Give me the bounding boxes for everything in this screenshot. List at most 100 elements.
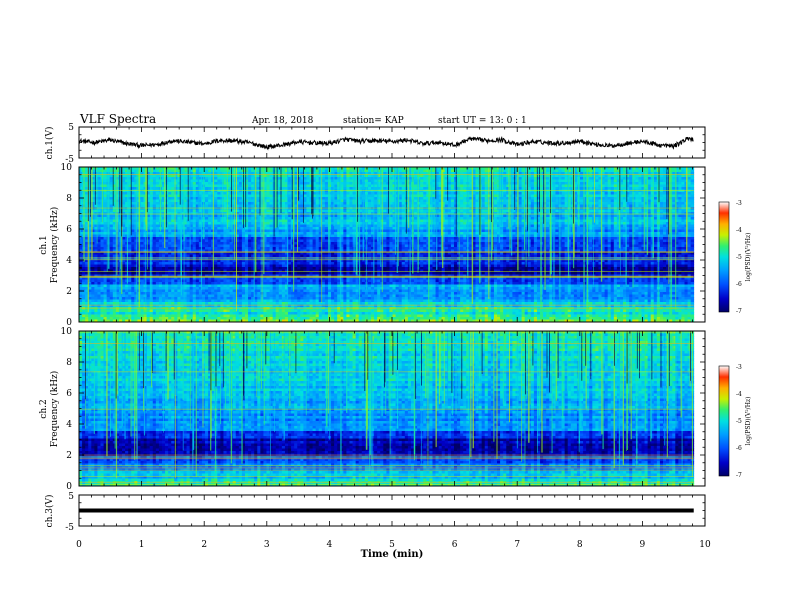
spectrogram-cell: [445, 225, 448, 228]
spectrogram-cell: [648, 220, 651, 223]
spectrogram-cell: [562, 187, 565, 190]
spectrogram-cell: [608, 200, 611, 203]
spectrogram-cell: [313, 217, 316, 220]
spectrogram-cell: [608, 222, 611, 225]
spectrogram-cell: [562, 185, 565, 188]
spectrogram-cell: [476, 187, 479, 190]
spectrogram-cell: [303, 182, 306, 185]
spectrogram-cell: [248, 215, 251, 218]
spectrogram-cell: [614, 195, 617, 198]
spectrogram-cell: [463, 220, 466, 223]
spectrogram-cell: [306, 195, 309, 198]
spectrogram-cell: [678, 195, 681, 198]
spectrogram-cell: [448, 175, 451, 178]
spectrogram-cell: [110, 220, 113, 223]
spectrogram-cell: [454, 187, 457, 190]
spectrogram-cell: [476, 195, 479, 198]
spectrogram-cell: [494, 187, 497, 190]
spectrogram-cell: [171, 225, 174, 228]
spectrogram-cell: [316, 175, 319, 178]
spectrogram-cell: [463, 185, 466, 188]
spectrogram-cell: [681, 177, 684, 180]
spectrogram-cell: [589, 225, 592, 228]
spectrogram-cell: [580, 225, 583, 228]
spectrogram-cell: [104, 227, 107, 230]
spectrogram-cell: [519, 202, 522, 205]
spectrogram-cell: [153, 205, 156, 208]
spectrogram-cell: [214, 175, 217, 178]
spectrogram-cell: [660, 170, 663, 173]
ch1-spectrogram-panel: 0 2 4 6 8 10 ch.1 Frequency (kHz): [39, 163, 705, 328]
spectrogram-cell: [611, 217, 614, 220]
spectrogram-cell: [383, 207, 386, 210]
spectrogram-cell: [374, 187, 377, 190]
spectrogram-cell: [546, 210, 549, 213]
spectrogram-cell: [227, 195, 230, 198]
spectrogram-cell: [223, 200, 226, 203]
spectrogram-cell: [313, 220, 316, 223]
spectrogram-cell: [635, 222, 638, 225]
spectrogram-cell: [595, 187, 598, 190]
spectrogram-cell: [402, 220, 405, 223]
spectrogram-cell: [482, 187, 485, 190]
spectrogram-cell: [266, 222, 269, 225]
spectrogram-cell: [217, 180, 220, 183]
spectrogram-cell: [648, 192, 651, 195]
spectrogram-cell: [485, 192, 488, 195]
spectrogram-cell: [605, 220, 608, 223]
spectrogram-cell: [503, 177, 506, 180]
spectrogram-cell: [383, 197, 386, 200]
spectrogram-cell: [205, 195, 208, 198]
spectrogram-cell: [432, 210, 435, 213]
spectrogram-cell: [153, 195, 156, 198]
spectrogram-cell: [217, 190, 220, 193]
spectrogram-cell: [270, 190, 273, 193]
spectrogram-cell: [663, 177, 666, 180]
spectrogram-cell: [208, 187, 211, 190]
spectrogram-cell: [691, 175, 694, 178]
spectrogram-cell: [432, 222, 435, 225]
spectrogram-cell: [322, 187, 325, 190]
spectrogram-cell: [678, 202, 681, 205]
spectrogram-cell: [223, 185, 226, 188]
spectrogram-cell: [476, 192, 479, 195]
spectrogram-cell: [402, 200, 405, 203]
spectrogram-cell: [608, 215, 611, 218]
spectrogram-cell: [463, 205, 466, 208]
spectrogram-cell: [239, 195, 242, 198]
spectrogram-cell: [589, 200, 592, 203]
spectrogram-cell: [193, 170, 196, 173]
spectrogram-cell: [614, 207, 617, 210]
spectrogram-cell: [432, 205, 435, 208]
spectrogram-cell: [303, 227, 306, 230]
spectrogram-cell: [104, 215, 107, 218]
spectrogram-cell: [519, 225, 522, 228]
spectrogram-cell: [454, 195, 457, 198]
spectrogram-cell: [325, 182, 328, 185]
spectrogram-cell: [648, 170, 651, 173]
spectrogram-cell: [322, 177, 325, 180]
spectrogram-cell: [125, 170, 128, 173]
spectrogram-cell: [534, 217, 537, 220]
spectrogram-cell: [635, 175, 638, 178]
spectrogram-cell: [153, 187, 156, 190]
spectrogram-cell: [131, 215, 134, 218]
spectrogram-cell: [589, 185, 592, 188]
spectrogram-cell: [374, 175, 377, 178]
spectrogram-cell: [494, 217, 497, 220]
spectrogram-cell: [654, 170, 657, 173]
spectrogram-cell: [248, 175, 251, 178]
spectrogram-cell: [420, 207, 423, 210]
spectrogram-cell: [555, 200, 558, 203]
spectrogram-cell: [168, 225, 171, 228]
spectrogram-cell: [193, 195, 196, 198]
spectrogram-cell: [488, 170, 491, 173]
spectrogram-cell: [420, 190, 423, 193]
spectrogram-cell: [343, 177, 346, 180]
spectrogram-cell: [488, 217, 491, 220]
spectrogram-cell: [454, 217, 457, 220]
spectrogram-cell: [451, 225, 454, 228]
spectrogram-cell: [343, 180, 346, 183]
spectrogram-cell: [555, 225, 558, 228]
